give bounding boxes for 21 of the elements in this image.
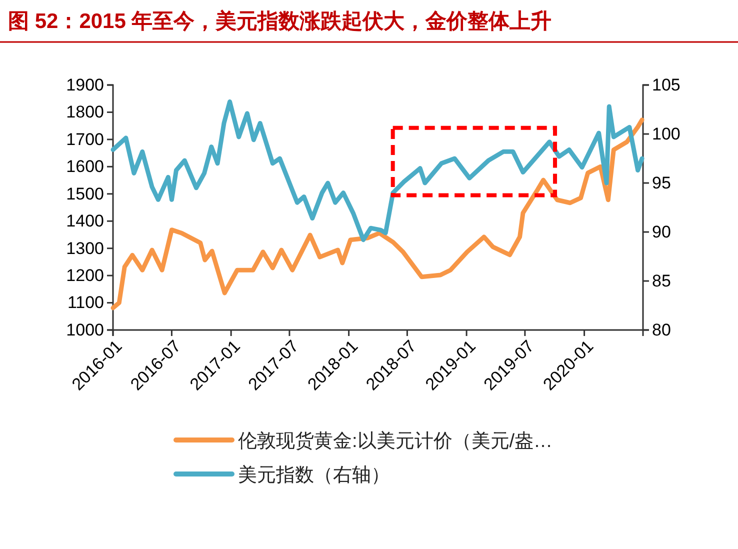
legend-label: 伦敦现货黄金:以美元计价（美元/盎…: [238, 430, 553, 452]
y-tick-label: 1100: [67, 293, 104, 312]
y-tick-label: 1900: [66, 75, 104, 94]
y2-tick-label: 105: [652, 75, 680, 94]
y-tick-label: 1700: [66, 130, 104, 149]
chart-title: 图 52：2015 年至今，美元指数涨跌起伏大，金价整体上升: [8, 9, 552, 33]
y-tick-label: 1600: [66, 157, 104, 176]
y-tick-label: 1400: [66, 212, 104, 231]
y-tick-label: 1200: [66, 266, 104, 285]
y2-tick-label: 80: [652, 320, 671, 340]
y2-tick-label: 100: [652, 124, 680, 144]
y-tick-label: 1000: [66, 320, 104, 340]
line-series: [110, 118, 644, 310]
y2-tick-label: 85: [652, 271, 671, 290]
legend-label: 美元指数（右轴）: [238, 464, 390, 486]
y-tick-label: 1300: [66, 238, 104, 258]
y-tick-label: 1500: [66, 184, 104, 204]
y2-tick-label: 90: [652, 222, 671, 242]
y2-tick-label: 95: [652, 173, 671, 192]
line-series: [110, 99, 644, 242]
y-tick-label: 1800: [66, 102, 104, 122]
